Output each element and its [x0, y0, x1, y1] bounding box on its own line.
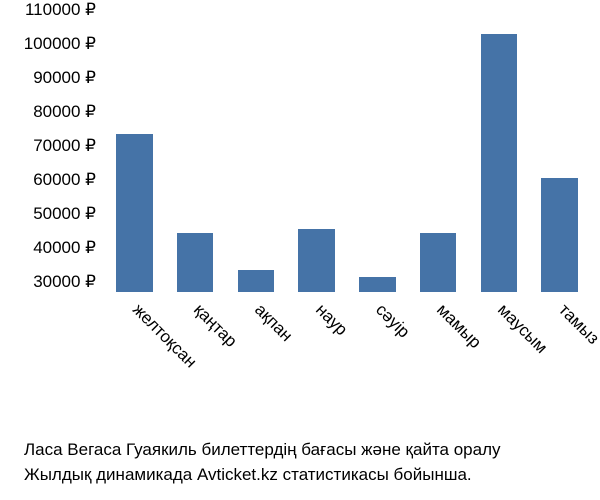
- y-tick-label: 50000 ₽: [33, 204, 96, 224]
- y-tick-label: 30000 ₽: [33, 272, 96, 292]
- bar: [298, 229, 334, 292]
- y-tick-label: 60000 ₽: [33, 170, 96, 190]
- bar: [116, 134, 152, 292]
- bar: [359, 277, 395, 292]
- x-tick-label: қаңтар: [189, 300, 240, 351]
- x-tick-label: ақпан: [250, 300, 296, 346]
- caption-line-2: Жылдық динамикада Avticket.kz статистика…: [24, 463, 501, 488]
- x-axis-labels: желтоқсанқаңтарақпан наур сәуір мамырмаусым…: [104, 300, 590, 450]
- bar: [177, 233, 213, 292]
- y-tick-label: 110000 ₽: [25, 0, 96, 20]
- y-axis: 30000 ₽ 40000 ₽ 50000 ₽ 60000 ₽ 70000 ₽ 80000…: [0, 10, 96, 292]
- y-tick-label: 100000 ₽: [24, 34, 96, 54]
- x-tick-label: маусым: [493, 300, 551, 358]
- y-tick-label: 80000 ₽: [33, 102, 96, 122]
- y-tick-label: 70000 ₽: [33, 136, 96, 156]
- bar: [481, 34, 517, 292]
- y-tick-label: 90000 ₽: [33, 68, 96, 88]
- x-tick-label: сәуір: [372, 300, 414, 342]
- bar: [238, 270, 274, 292]
- plot-area: [104, 10, 590, 292]
- chart-root: { "chart": { "type": "bar", "canvas": { …: [0, 0, 600, 500]
- bar: [420, 233, 456, 292]
- x-tick-label: наур: [311, 300, 351, 340]
- bars-group: [104, 10, 590, 292]
- chart-caption: Ласа Вегаса Гуаякиль билеттердің бағасы …: [24, 438, 501, 487]
- bar: [541, 178, 577, 292]
- caption-line-1: Ласа Вегаса Гуаякиль билеттердің бағасы …: [24, 438, 501, 463]
- y-tick-label: 40000 ₽: [33, 238, 96, 258]
- x-tick-label: желтоқсан: [129, 300, 201, 372]
- x-tick-label: тамыз: [554, 300, 600, 349]
- x-tick-label: мамыр: [432, 300, 485, 353]
